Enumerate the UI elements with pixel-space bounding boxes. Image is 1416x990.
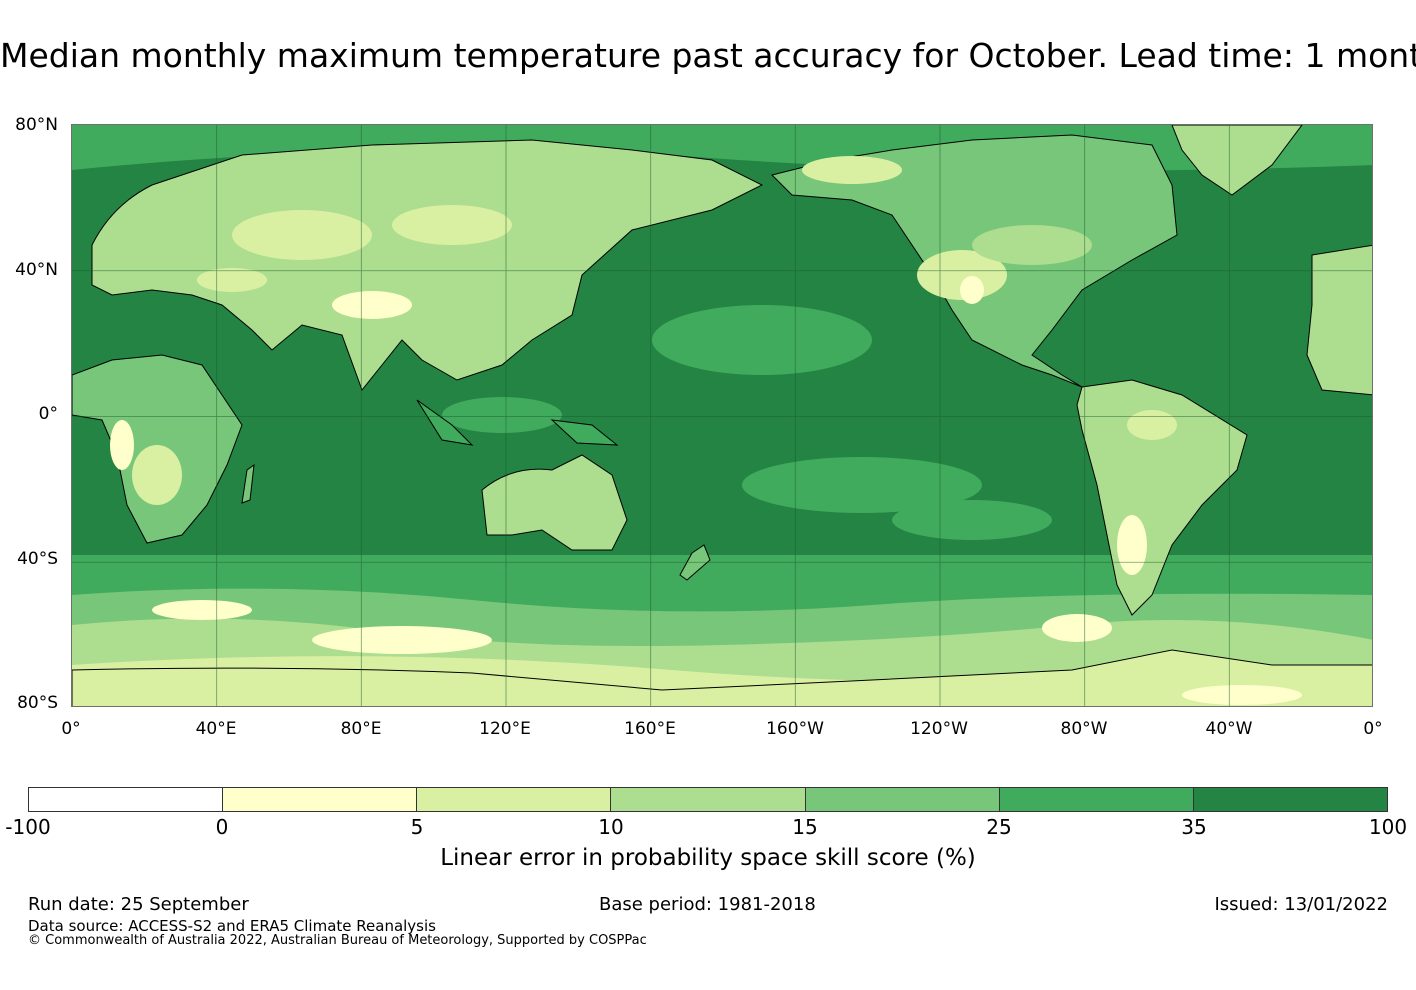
pacific-moderate-skill xyxy=(742,457,982,513)
latitude-label: 40°S xyxy=(17,549,58,569)
issued-date: Issued: 13/01/2022 xyxy=(1214,894,1388,915)
land-madagascar xyxy=(241,463,255,504)
colorbar-segment xyxy=(611,788,806,811)
low-skill-patch xyxy=(152,600,252,620)
run-date: Run date: 25 September xyxy=(28,894,249,915)
longitude-label: 120°W xyxy=(910,719,968,739)
low-skill-patch xyxy=(1117,515,1147,575)
longitude-label: 40°W xyxy=(1205,719,1253,739)
land-eurasia xyxy=(91,139,764,392)
longitude-label: 160°W xyxy=(766,719,824,739)
colorbar-segment xyxy=(999,788,1194,811)
base-period: Base period: 1981-2018 xyxy=(599,894,816,915)
colorbar-tick: 5 xyxy=(410,815,424,839)
low-skill-patch xyxy=(197,268,267,292)
colorbar-segment xyxy=(29,788,224,811)
latitude-label: 0° xyxy=(38,404,58,424)
low-skill-patch xyxy=(392,205,512,245)
low-skill-patch xyxy=(132,445,182,505)
colorbar-tick: -100 xyxy=(5,815,51,839)
low-skill-patch xyxy=(802,156,902,184)
latitude-label: 40°N xyxy=(15,260,58,280)
colorbar-label: Linear error in probability space skill … xyxy=(440,845,976,871)
longitude-label: 120°E xyxy=(479,719,531,739)
land-greenland xyxy=(1171,125,1303,196)
low-skill-patch xyxy=(332,291,412,319)
colorbar-segment xyxy=(805,788,1000,811)
low-skill-patch xyxy=(312,626,492,654)
low-skill-patch xyxy=(917,250,1007,300)
pacific-moderate-skill xyxy=(652,305,872,375)
colorbar-tick: 25 xyxy=(986,815,1012,839)
land-new-guinea xyxy=(550,419,619,446)
colorbar-tick: 15 xyxy=(792,815,818,839)
low-skill-patch xyxy=(110,420,134,470)
low-skill-patch xyxy=(960,276,984,304)
land-antarctica xyxy=(72,649,1372,706)
copyright-notice: © Commonwealth of Australia 2022, Austra… xyxy=(28,933,647,948)
longitude-label: 160°E xyxy=(624,719,676,739)
chart-title: Median monthly maximum temperature past … xyxy=(0,36,1416,75)
colorbar-tick: 10 xyxy=(598,815,624,839)
colorbar-segment xyxy=(1193,788,1387,811)
latitude-label: 80°S xyxy=(17,693,58,713)
colorbar xyxy=(28,787,1388,812)
low-skill-patch xyxy=(972,225,1092,265)
colorbar-segment xyxy=(223,788,418,811)
longitude-label: 0° xyxy=(1363,719,1383,739)
pacific-moderate-skill xyxy=(892,500,1052,540)
low-skill-patch xyxy=(1042,614,1112,642)
skill-score-map xyxy=(71,124,1373,707)
graticule-lines xyxy=(72,125,1372,706)
longitude-label: 40°E xyxy=(195,719,237,739)
land-europe-africa-edge xyxy=(1306,244,1372,396)
longitude-label: 0° xyxy=(61,719,81,739)
colorbar-tick: 100 xyxy=(1368,815,1408,839)
longitude-label: 80°W xyxy=(1060,719,1108,739)
colorbar-segment xyxy=(417,788,612,811)
pacific-moderate-skill xyxy=(442,397,562,433)
latitude-label: 80°N xyxy=(15,115,58,135)
low-skill-patch xyxy=(232,210,372,260)
longitude-label: 80°E xyxy=(340,719,382,739)
colorbar-tick: 35 xyxy=(1181,815,1207,839)
low-skill-patch xyxy=(1182,685,1302,705)
colorbar-tick: 0 xyxy=(215,815,229,839)
land-australia xyxy=(481,454,628,551)
low-skill-patch xyxy=(1127,410,1177,440)
data-source: Data source: ACCESS-S2 and ERA5 Climate … xyxy=(28,917,436,935)
